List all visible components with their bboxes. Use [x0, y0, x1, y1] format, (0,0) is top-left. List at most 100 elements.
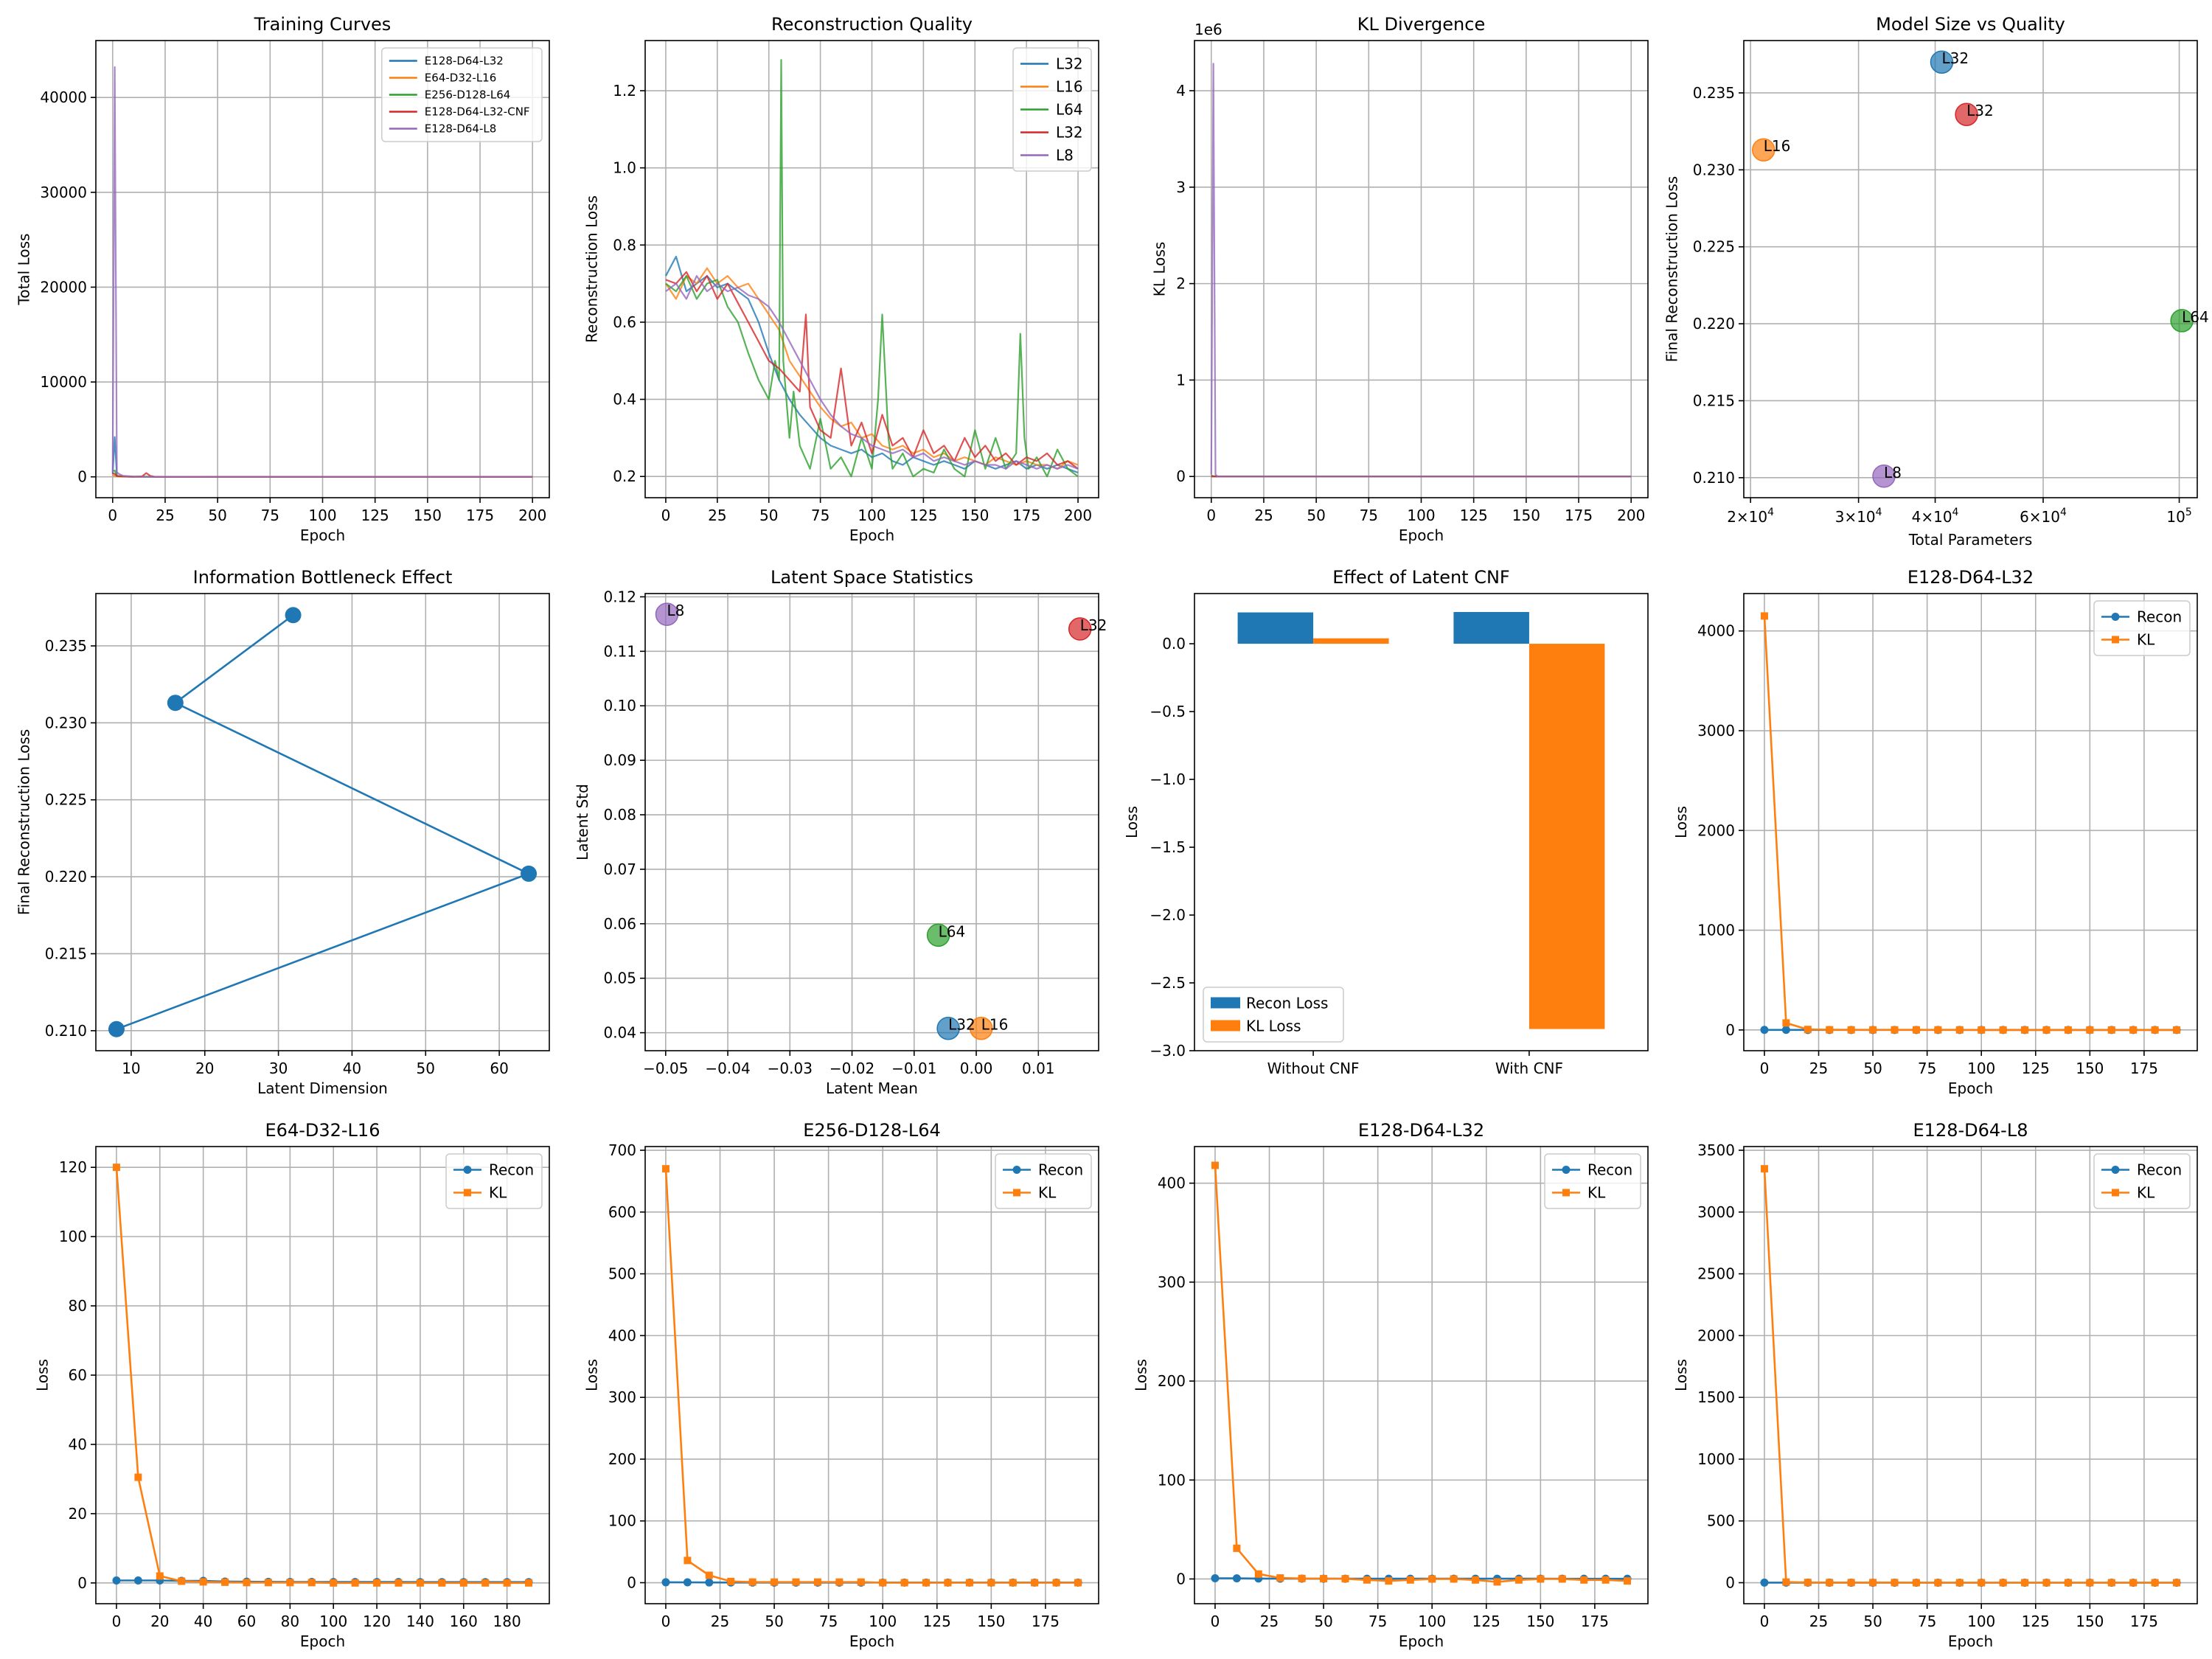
- legend-swatch: [1211, 997, 1240, 1009]
- plot-data: [1760, 612, 2181, 1034]
- y-tick-label: 0.06: [603, 915, 636, 933]
- data-point: [1450, 1575, 1458, 1583]
- data-point: [2107, 1579, 2115, 1587]
- legend: Recon Loss KL Loss: [1203, 987, 1344, 1043]
- x-tick-label: 175: [1032, 1613, 1060, 1630]
- x-tick-label: 200: [518, 507, 546, 524]
- legend-label: Recon: [489, 1161, 534, 1179]
- x-tick-label: 100: [1967, 1060, 1995, 1077]
- legend-label: E128-D64-L8: [425, 122, 496, 136]
- legend: Recon KL: [1544, 1153, 1641, 1209]
- legend-label: E128-D64-L32: [425, 55, 504, 68]
- x-tick-label: 0: [112, 1613, 122, 1630]
- legend: Recon KL: [445, 1153, 543, 1209]
- data-point: [727, 1577, 735, 1585]
- chart-title: Training Curves: [254, 14, 392, 35]
- x-tick-label: 105: [2166, 507, 2191, 526]
- data-point: [481, 1579, 490, 1587]
- x-axis-label: Epoch: [300, 526, 345, 544]
- y-tick-label: 0.10: [603, 697, 636, 714]
- y-tick-label: 0: [1176, 1570, 1186, 1587]
- y-tick-label: 500: [1707, 1512, 1735, 1530]
- x-tick-label: 0: [1206, 507, 1216, 524]
- chart-panel-9: 0 20 40 60 80 100 120 140 160 180 0 20 40 60 80 100 120 E…: [34, 1120, 550, 1650]
- data-point: [1472, 1576, 1480, 1584]
- point-label: L8: [1884, 464, 1902, 481]
- chart-title: Model Size vs Quality: [1876, 14, 2065, 35]
- y-tick-label: 0.05: [603, 970, 636, 987]
- chart-panel-2: 0 25 50 75 100 125 150 175 200 0.2 0.4 0.6 0.8 1.0 1.2…: [583, 14, 1099, 544]
- y-tick-label: −2.5: [1150, 974, 1186, 992]
- data-point: [857, 1578, 865, 1586]
- data-point: [1580, 1576, 1588, 1584]
- chart-panel-4: 2×104 3×104 4×104 6×104 1050.2100.2150.2200.…: [1663, 14, 2209, 549]
- data-point: [835, 1578, 844, 1586]
- legend: Recon KL: [2093, 1153, 2191, 1209]
- data-point: [2086, 1579, 2094, 1587]
- y-tick-label: 0.225: [45, 791, 87, 809]
- x-tick-label: 150: [977, 1613, 1005, 1630]
- y-tick-label: 0.6: [613, 313, 636, 331]
- data-point: [661, 1578, 670, 1587]
- data-point: [1514, 1576, 1523, 1584]
- x-tick-label: 100: [869, 1613, 897, 1630]
- legend-marker: [1013, 1189, 1020, 1197]
- y-tick-label: 100: [608, 1512, 636, 1530]
- y-tick-label: 0: [77, 1574, 87, 1592]
- scatter-point: [936, 1016, 960, 1040]
- x-tick-label: 40: [194, 1613, 212, 1630]
- x-tick-label: 40: [343, 1060, 361, 1077]
- y-tick-label: 4: [1176, 82, 1186, 100]
- chart-title: KL Divergence: [1357, 14, 1485, 35]
- y-axis-label: Total Loss: [15, 234, 33, 306]
- legend-label: KL: [2137, 631, 2155, 649]
- x-tick-label: 50: [1314, 1613, 1332, 1630]
- data-point: [1406, 1576, 1414, 1584]
- y-tick-label: 0.210: [45, 1022, 87, 1040]
- y-tick-label: −2.0: [1150, 906, 1186, 924]
- data-point: [1999, 1026, 2007, 1034]
- x-tick-label: 125: [1472, 1613, 1500, 1630]
- x-tick-label: 125: [909, 507, 937, 524]
- y-tick-label: 3000: [1697, 1203, 1735, 1221]
- data-point: [1891, 1026, 1899, 1034]
- y-tick-label: 0.210: [1693, 469, 1735, 487]
- legend-label: L32: [1056, 124, 1083, 142]
- x-tick-label: 75: [1918, 1613, 1936, 1630]
- x-tick-label: 150: [2076, 1060, 2104, 1077]
- scatter-point: [2170, 309, 2194, 333]
- tick-exponent: 4: [1952, 507, 1959, 518]
- chart-title: E256-D128-L64: [803, 1120, 941, 1141]
- data-point: [221, 1578, 229, 1586]
- x-axis-label: Epoch: [849, 526, 894, 544]
- y-tick-label: 1: [1176, 371, 1186, 389]
- x-tick-label: Without CNF: [1267, 1060, 1360, 1077]
- data-point: [1826, 1579, 1834, 1587]
- plot-data: [108, 607, 538, 1037]
- y-tick-label: 1.2: [613, 82, 636, 100]
- point-label: L64: [939, 922, 966, 940]
- chart-title: E128-D64-L32: [1907, 567, 2034, 588]
- x-tick-label: 100: [858, 507, 886, 524]
- x-tick-label: 100: [1967, 1613, 1995, 1630]
- data-point: [525, 1579, 533, 1587]
- legend-marker: [2112, 636, 2119, 644]
- y-tick-label: 400: [1158, 1175, 1186, 1192]
- data-point: [1999, 1579, 2007, 1587]
- axes-frame: [1743, 593, 2198, 1051]
- x-axis-label: Epoch: [849, 1632, 894, 1650]
- y-axis-label: Final Reconstruction Loss: [15, 729, 33, 915]
- grid: [645, 1147, 1099, 1604]
- legend-label: KL Loss: [1246, 1018, 1301, 1035]
- data-point: [1869, 1026, 1877, 1034]
- y-tick-label: 200: [1158, 1372, 1186, 1390]
- plot-data: [655, 602, 1092, 1040]
- axes-frame: [644, 1146, 1099, 1604]
- chart-title: E64-D32-L16: [265, 1120, 380, 1141]
- legend-label: Recon: [2137, 1161, 2182, 1179]
- data-point: [438, 1579, 446, 1587]
- data-point: [199, 1578, 207, 1586]
- tick-exponent: 5: [2185, 507, 2192, 518]
- point-label: L32: [1941, 49, 1969, 67]
- y-axis-label: Loss: [1672, 806, 1690, 838]
